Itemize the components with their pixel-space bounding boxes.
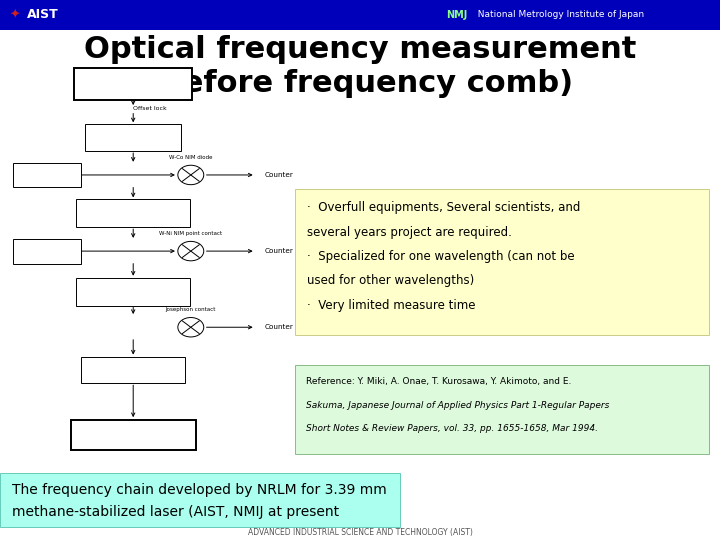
Text: Offset lock: Offset lock xyxy=(133,106,166,111)
FancyBboxPatch shape xyxy=(81,357,185,383)
Text: Klystron
f ~ 55 GHz: Klystron f ~ 55 GHz xyxy=(27,168,66,181)
FancyBboxPatch shape xyxy=(0,0,720,30)
Text: NMJ: NMJ xyxy=(446,10,468,20)
Text: (before frequency comb): (before frequency comb) xyxy=(147,69,573,98)
Text: W-Co NIM diode: W-Co NIM diode xyxy=(169,155,212,160)
Text: ✦: ✦ xyxy=(9,8,20,22)
FancyBboxPatch shape xyxy=(13,163,81,187)
Text: ·  Overfull equipments, Several scientists, and: · Overfull equipments, Several scientist… xyxy=(307,201,581,214)
Text: ·  Specialized for one wavelength (can not be: · Specialized for one wavelength (can no… xyxy=(307,250,575,263)
Text: 3.39 μm He-Ne laser
f ~ 88 376.181 6 GHz: 3.39 μm He-Ne laser f ~ 88 376.181 6 GHz xyxy=(94,77,173,90)
Text: Josephson contact: Josephson contact xyxy=(166,307,216,312)
Text: Gunn oscillator
f ~ 90 GHz: Gunn oscillator f ~ 90 GHz xyxy=(106,363,161,377)
Text: Short Notes & Review Papers, vol. 33, pp. 1655-1658, Mar 1994.: Short Notes & Review Papers, vol. 33, pp… xyxy=(306,424,598,433)
Text: High power
He-Ne laser: High power He-Ne laser xyxy=(112,131,155,144)
Text: Klystron
f ~ 71 GHz: Klystron f ~ 71 GHz xyxy=(27,244,66,258)
Text: Counter: Counter xyxy=(265,248,294,254)
Text: Counter: Counter xyxy=(265,172,294,178)
Text: ¹³³Cs frequency standard
f ~ 9 192 831 770 GHz: ¹³³Cs frequency standard f ~ 9 192 831 7… xyxy=(88,428,179,442)
FancyBboxPatch shape xyxy=(85,124,181,151)
FancyBboxPatch shape xyxy=(76,199,190,227)
FancyBboxPatch shape xyxy=(0,472,400,526)
Text: The frequency chain developed by NRLM for 3.39 mm: The frequency chain developed by NRLM fo… xyxy=(12,483,387,497)
Text: CH3OH laser
f = 4 251.874 GHz: CH3OH laser f = 4 251.874 GHz xyxy=(99,285,167,298)
Text: AIST: AIST xyxy=(27,8,59,22)
FancyBboxPatch shape xyxy=(71,420,196,450)
Text: ADVANCED INDUSTRIAL SCIENCE AND TECHNOLOGY (AIST): ADVANCED INDUSTRIAL SCIENCE AND TECHNOLO… xyxy=(248,528,472,537)
Text: Counter: Counter xyxy=(265,324,294,330)
Text: ·  Very limited measure time: · Very limited measure time xyxy=(307,299,476,312)
Text: National Metrology Institute of Japan: National Metrology Institute of Japan xyxy=(472,10,644,19)
FancyBboxPatch shape xyxy=(295,364,709,454)
Text: Sakuma, Japanese Journal of Applied Physics Part 1-Regular Papers: Sakuma, Japanese Journal of Applied Phys… xyxy=(306,401,609,410)
Text: Reference: Y. Miki, A. Onae, T. Kurosawa, Y. Akimoto, and E.: Reference: Y. Miki, A. Onae, T. Kurosawa… xyxy=(306,377,572,386)
FancyBboxPatch shape xyxy=(13,239,81,264)
Text: used for other wavelengths): used for other wavelengths) xyxy=(307,274,474,287)
Text: several years project are required.: several years project are required. xyxy=(307,226,513,239)
FancyBboxPatch shape xyxy=(295,189,709,335)
Text: Optical frequency measurement: Optical frequency measurement xyxy=(84,35,636,64)
Text: CO2 laser
f = 29 477.161 GHz: CO2 laser f = 29 477.161 GHz xyxy=(97,206,169,220)
FancyBboxPatch shape xyxy=(76,278,190,306)
Text: methane-stabilized laser (AIST, NMIJ at present: methane-stabilized laser (AIST, NMIJ at … xyxy=(12,505,339,519)
Text: W-Ni NIM point contact: W-Ni NIM point contact xyxy=(159,231,222,236)
FancyBboxPatch shape xyxy=(74,68,192,99)
